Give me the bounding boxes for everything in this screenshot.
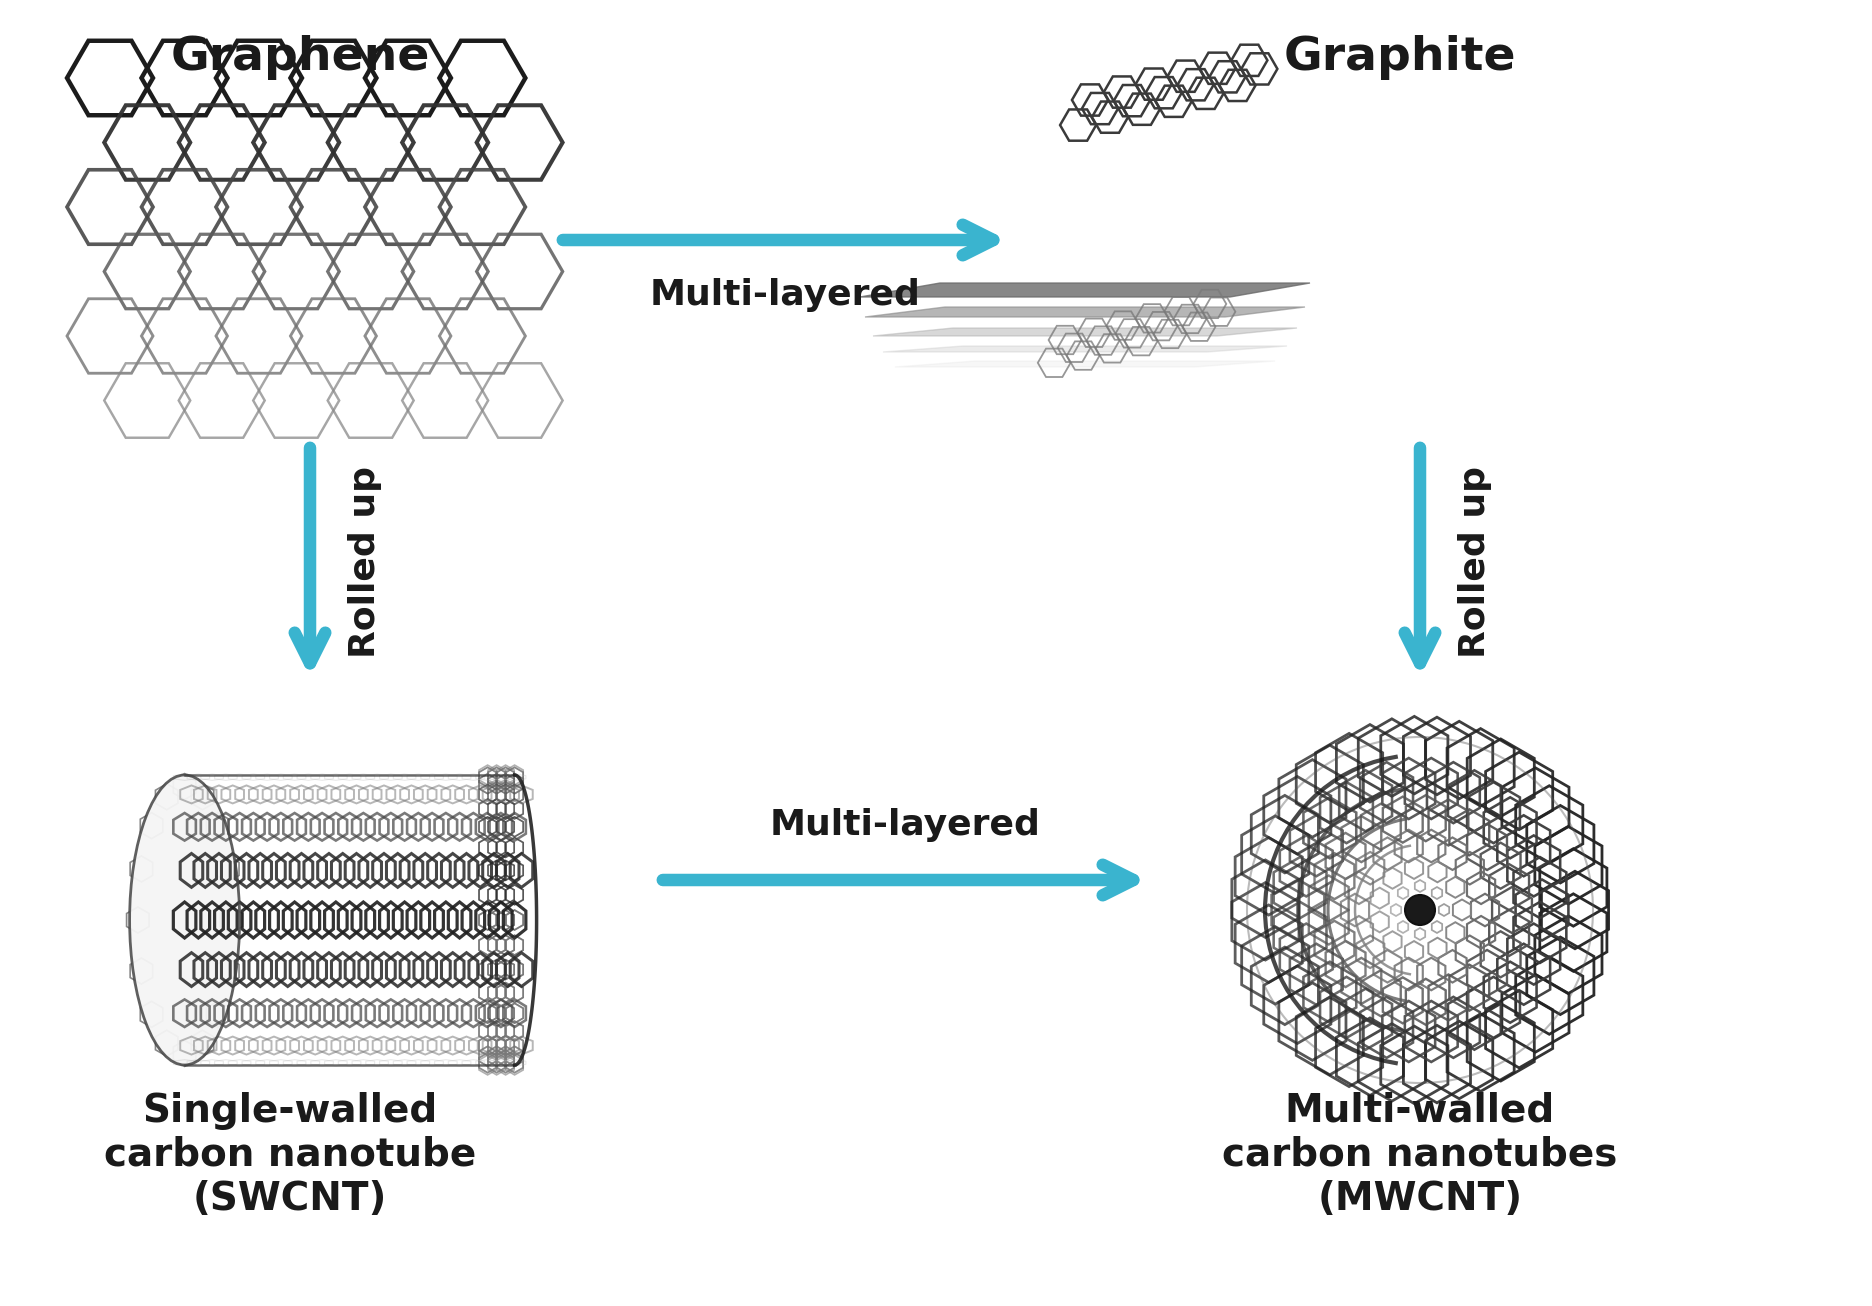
Text: Single-walled
carbon nanotube
(SWCNT): Single-walled carbon nanotube (SWCNT) xyxy=(103,1092,475,1218)
Text: Multi-walled
carbon nanotubes
(MWCNT): Multi-walled carbon nanotubes (MWCNT) xyxy=(1222,1092,1617,1218)
Text: Rolled up: Rolled up xyxy=(1458,466,1492,658)
Text: Multi-layered: Multi-layered xyxy=(650,278,921,312)
Polygon shape xyxy=(865,307,1305,317)
Ellipse shape xyxy=(1406,895,1436,925)
Ellipse shape xyxy=(129,774,240,1064)
Text: Graphite: Graphite xyxy=(1284,35,1516,81)
Polygon shape xyxy=(859,283,1310,296)
Text: Graphene: Graphene xyxy=(170,35,431,81)
Polygon shape xyxy=(884,346,1288,353)
Polygon shape xyxy=(872,328,1297,336)
Text: Multi-layered: Multi-layered xyxy=(769,808,1041,842)
Polygon shape xyxy=(895,360,1275,367)
Text: Rolled up: Rolled up xyxy=(348,466,382,658)
